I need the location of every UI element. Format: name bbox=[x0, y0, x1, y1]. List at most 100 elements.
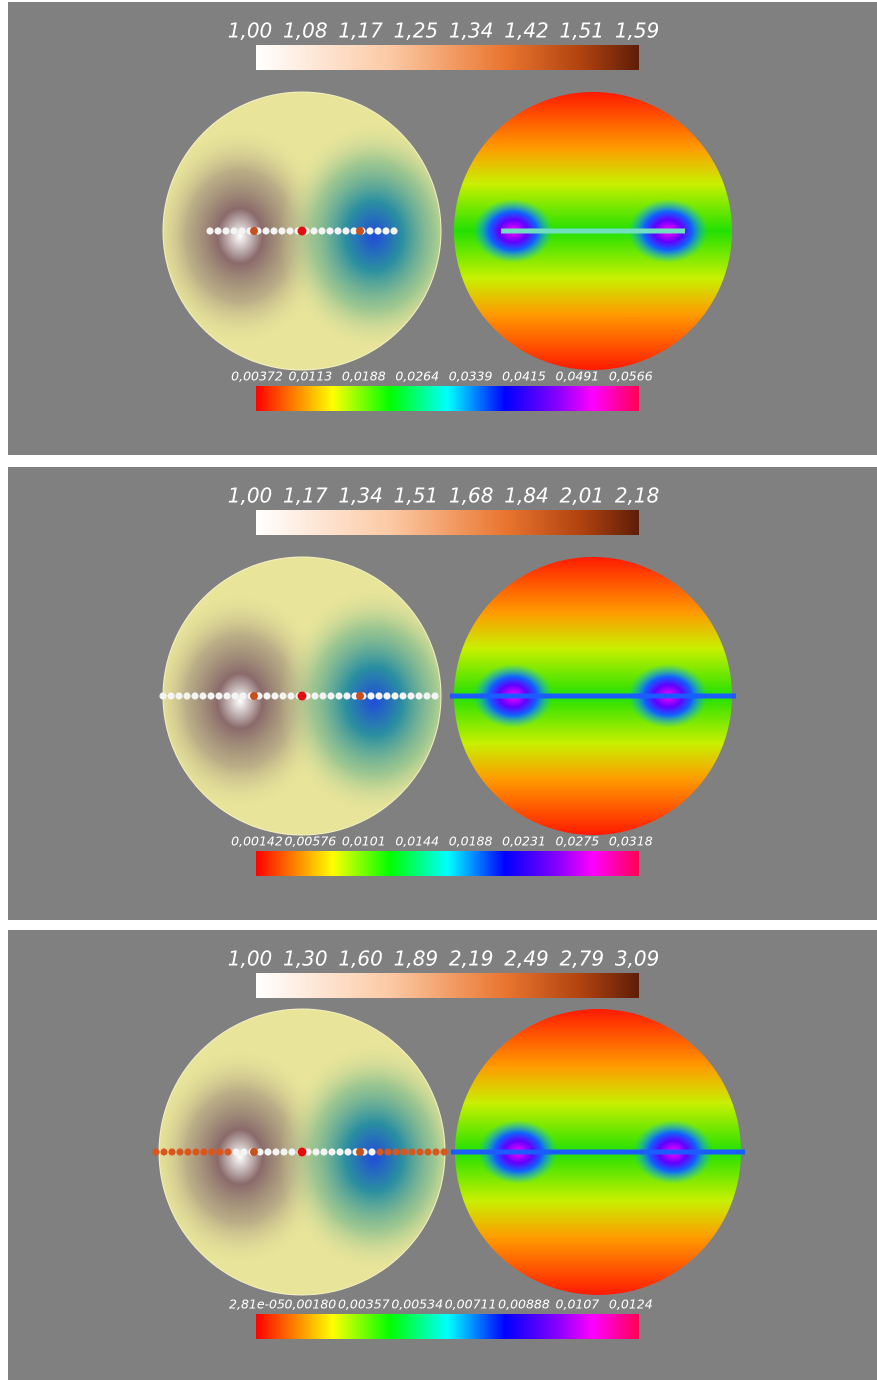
bead bbox=[256, 1148, 264, 1156]
bead bbox=[342, 227, 350, 235]
scale-label: 0,00372 bbox=[231, 369, 283, 384]
bead bbox=[392, 1148, 400, 1156]
bead bbox=[207, 692, 215, 700]
bead bbox=[214, 227, 222, 235]
scale-label: 0,0339 bbox=[449, 369, 493, 384]
color-bar bbox=[256, 973, 639, 998]
bead bbox=[280, 1148, 288, 1156]
bead bbox=[423, 692, 431, 700]
scale-label: 1,84 bbox=[504, 484, 549, 508]
scale-label: 0,0415 bbox=[502, 369, 546, 384]
scale-label: 2,49 bbox=[504, 947, 549, 971]
bead bbox=[343, 692, 351, 700]
scale-label: 1,89 bbox=[394, 947, 439, 971]
bead bbox=[350, 227, 358, 235]
scale-label: 0,0566 bbox=[609, 369, 653, 384]
scale-label: 0,00142 bbox=[231, 834, 283, 849]
bead bbox=[304, 1148, 312, 1156]
bead bbox=[319, 692, 327, 700]
bead bbox=[250, 692, 258, 700]
bead bbox=[356, 1148, 364, 1156]
bead bbox=[344, 1148, 352, 1156]
bead bbox=[176, 1148, 184, 1156]
scale-label: 2,01 bbox=[560, 484, 605, 508]
bead bbox=[287, 692, 295, 700]
bead bbox=[375, 692, 383, 700]
bead bbox=[231, 692, 239, 700]
scale-label: 1,00 bbox=[228, 19, 273, 43]
bead bbox=[326, 227, 334, 235]
bead bbox=[183, 692, 191, 700]
bead bbox=[391, 692, 399, 700]
bead bbox=[312, 1148, 320, 1156]
bead bbox=[407, 692, 415, 700]
color-bar bbox=[256, 1314, 639, 1339]
bead bbox=[192, 1148, 200, 1156]
bead bbox=[200, 1148, 208, 1156]
scale-label: 0,0144 bbox=[395, 834, 439, 849]
dark-lobe bbox=[163, 126, 330, 346]
bead bbox=[160, 1148, 168, 1156]
bead bbox=[167, 692, 175, 700]
bead bbox=[318, 227, 326, 235]
scale-label: 0,00576 bbox=[285, 834, 337, 849]
center-bead bbox=[297, 226, 307, 236]
bead bbox=[262, 227, 270, 235]
scale-label: 0,0188 bbox=[449, 834, 493, 849]
scale-label: 1,08 bbox=[283, 19, 328, 43]
panel: 1,00 1,17 1,34 1,51 1,68 1,84 2,01 2,180,00142 0… bbox=[8, 467, 877, 920]
bead bbox=[240, 1148, 248, 1156]
scale-label: 0,0113 bbox=[289, 369, 333, 384]
scale-label: 1,17 bbox=[283, 484, 328, 508]
bead bbox=[238, 227, 246, 235]
bead bbox=[367, 692, 375, 700]
scale-label: 2,18 bbox=[615, 484, 660, 508]
bead bbox=[382, 227, 390, 235]
bead bbox=[278, 227, 286, 235]
bead bbox=[327, 692, 335, 700]
bead bbox=[416, 1148, 424, 1156]
bead bbox=[230, 227, 238, 235]
scale-label: 1,51 bbox=[560, 19, 605, 43]
color-bar bbox=[256, 510, 639, 535]
bead bbox=[175, 692, 183, 700]
scale-label: 0,0124 bbox=[609, 1297, 653, 1312]
bead bbox=[206, 227, 214, 235]
scale-label: 0,00888 bbox=[498, 1297, 550, 1312]
color-bar bbox=[256, 45, 639, 70]
bead bbox=[286, 227, 294, 235]
blue-lobe bbox=[279, 1042, 445, 1272]
bead bbox=[424, 1148, 432, 1156]
scale-label: 0,0107 bbox=[556, 1297, 600, 1312]
bead bbox=[374, 227, 382, 235]
bead bbox=[208, 1148, 216, 1156]
bead bbox=[272, 1148, 280, 1156]
bead bbox=[288, 1148, 296, 1156]
scale-label: 2,79 bbox=[560, 947, 605, 971]
bead bbox=[168, 1148, 176, 1156]
bead bbox=[250, 1148, 258, 1156]
scale-label: 2,81e-05 bbox=[229, 1297, 285, 1312]
bead bbox=[336, 1148, 344, 1156]
scale-label: 1,17 bbox=[338, 19, 383, 43]
scale-label: 1,51 bbox=[394, 484, 439, 508]
scale-label: 0,0491 bbox=[556, 369, 600, 384]
scale-label: 0,0275 bbox=[556, 834, 600, 849]
bead bbox=[215, 692, 223, 700]
bead bbox=[159, 692, 167, 700]
scale-label: 3,09 bbox=[615, 947, 660, 971]
bead bbox=[400, 1148, 408, 1156]
scale-label: 1,34 bbox=[449, 19, 494, 43]
scale-label: 2,19 bbox=[449, 947, 494, 971]
bead bbox=[383, 692, 391, 700]
bead bbox=[432, 1148, 440, 1156]
bead bbox=[356, 692, 364, 700]
scale-label: 0,00180 bbox=[285, 1297, 337, 1312]
bead bbox=[199, 692, 207, 700]
bead bbox=[152, 1148, 160, 1156]
bead bbox=[222, 227, 230, 235]
dark-lobe bbox=[163, 591, 330, 811]
bead bbox=[368, 1148, 376, 1156]
blue-lobe bbox=[279, 586, 441, 816]
